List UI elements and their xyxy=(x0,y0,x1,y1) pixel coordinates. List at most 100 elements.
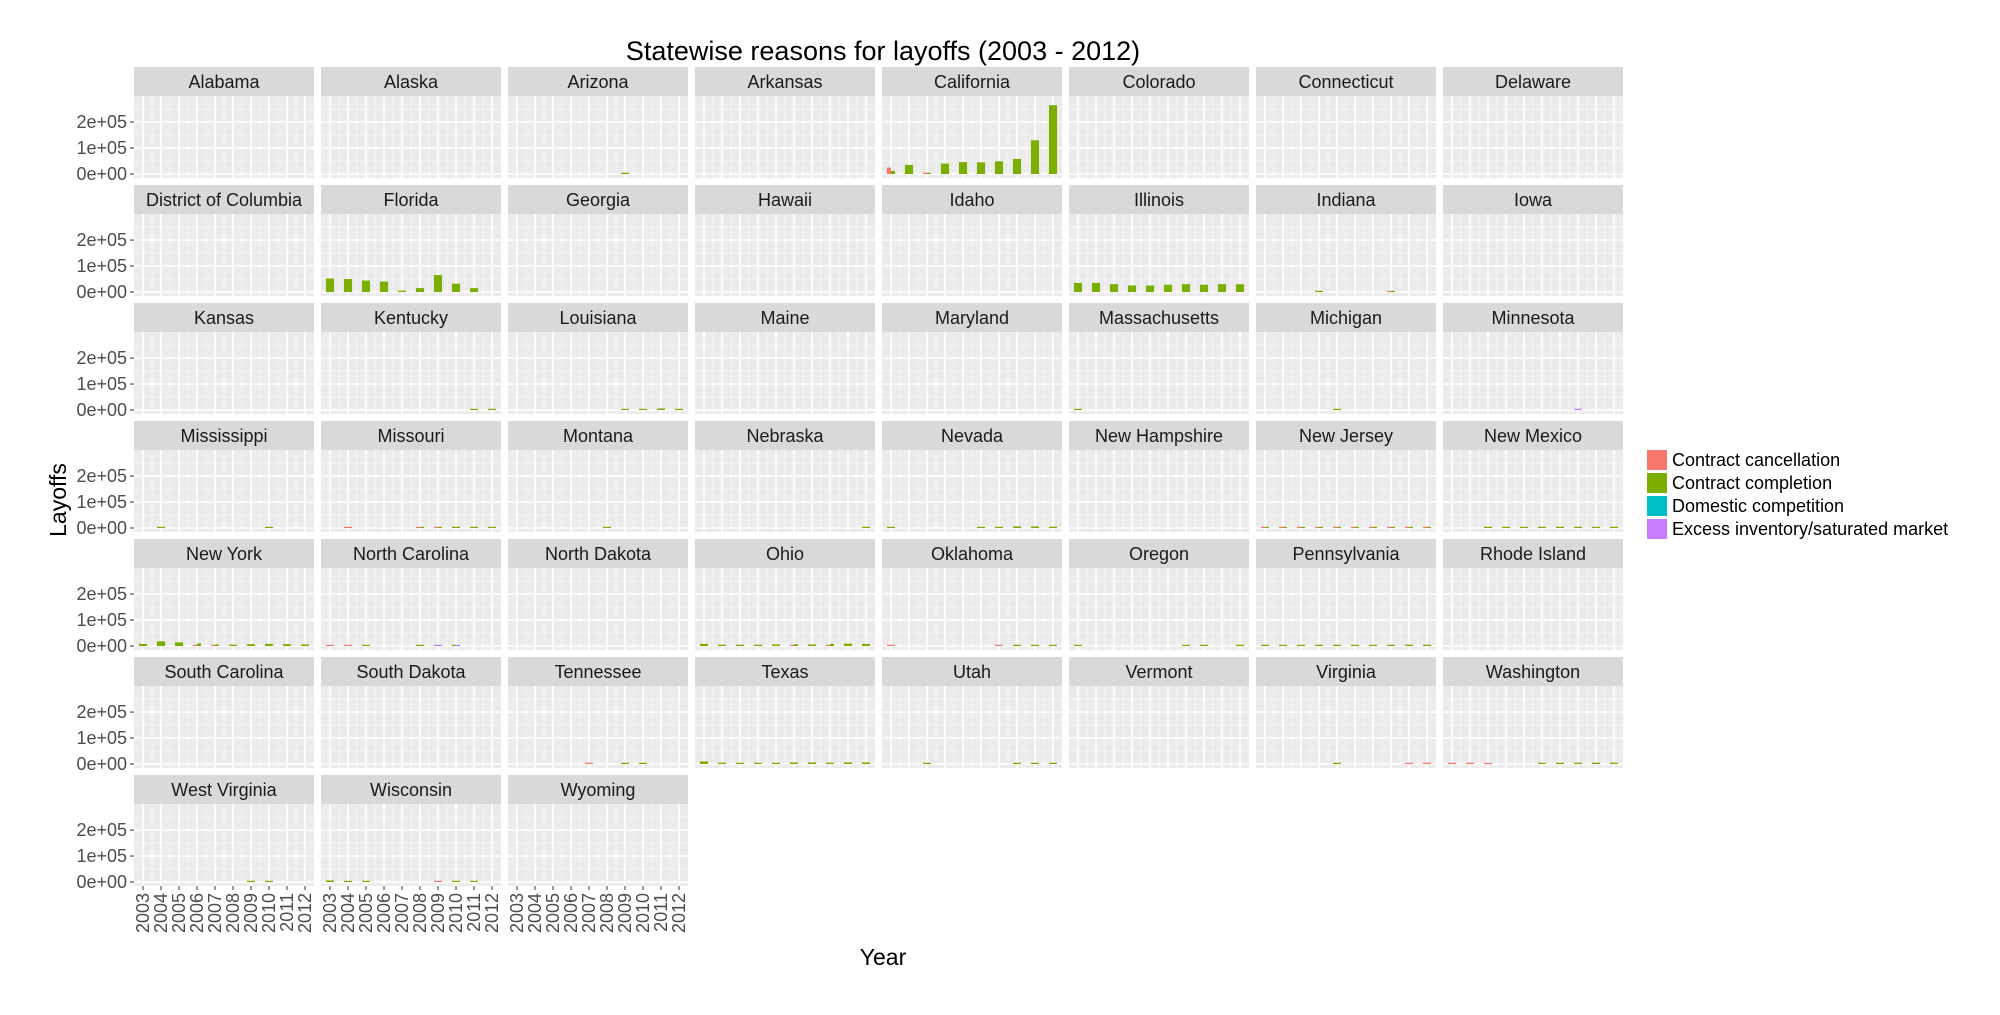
bar-oklahoma-contract-cancellation-2003 xyxy=(886,644,896,646)
panel-arizona: Arizona xyxy=(508,67,688,178)
x-tick-label: 2012 xyxy=(669,893,689,933)
chart-title: Statewise reasons for layoffs (2003 - 20… xyxy=(626,36,1140,66)
bar-new-york-contract-completion-2003 xyxy=(138,643,148,646)
y-tick-label: 2e+05 xyxy=(76,112,127,132)
panel-strip-label: Pennsylvania xyxy=(1292,544,1400,564)
legend-key-excess-inventory-saturated-market xyxy=(1647,519,1667,539)
bar-california-contract-completion-2007 xyxy=(958,162,968,174)
panel-strip xyxy=(321,657,501,686)
bar-wisconsin-contract-completion-2004 xyxy=(343,880,353,882)
y-tick-label: 0e+00 xyxy=(76,872,127,892)
panel-strip-label: New York xyxy=(186,544,263,564)
bar-new-mexico-contract-completion-2009 xyxy=(1555,526,1565,528)
bar-texas-contract-completion-2007 xyxy=(771,762,781,764)
bar-new-jersey-contract-cancellation-2004 xyxy=(1278,526,1283,528)
bar-texas-contract-completion-2004 xyxy=(717,762,727,764)
bar-washington-contract-completion-2012 xyxy=(1609,762,1619,764)
panel-strip-label: Ohio xyxy=(766,544,804,564)
bar-new-york-contract-completion-2004 xyxy=(156,641,166,646)
panel-strip xyxy=(695,303,875,332)
panel-strip-label: Florida xyxy=(383,190,439,210)
bar-kentucky-contract-completion-2012 xyxy=(487,408,497,410)
bar-indiana-contract-cancellation-2010 xyxy=(1386,290,1391,292)
panel-strip xyxy=(882,67,1062,96)
panel-strip-label: New Mexico xyxy=(1484,426,1582,446)
y-tick-label: 1e+05 xyxy=(76,256,127,276)
bar-wisconsin-contract-completion-2003 xyxy=(325,880,335,882)
x-tick-label: 2004 xyxy=(338,893,358,933)
bar-new-york-contract-cancellation-2006 xyxy=(192,644,197,646)
panel-strip-label: Utah xyxy=(953,662,991,682)
panel-strip xyxy=(134,539,314,568)
panel-maryland: Maryland xyxy=(882,303,1062,414)
bar-north-carolina-contract-completion-2008 xyxy=(415,644,425,646)
panel-district-of-columbia: District of Columbia 0e+00 1e+05 2e+05 xyxy=(76,185,314,302)
bar-new-mexico-contract-completion-2007 xyxy=(1519,526,1529,528)
x-tick-label: 2012 xyxy=(295,893,315,933)
panel-oklahoma: Oklahoma xyxy=(882,539,1062,650)
panel-strip-label: Minnesota xyxy=(1491,308,1575,328)
bar-montana-contract-completion-2008 xyxy=(602,526,612,528)
bar-ohio-contract-cancellation-2010 xyxy=(825,644,830,646)
bar-illinois-contract-completion-2005 xyxy=(1109,284,1119,292)
panel-strip-label: Alabama xyxy=(188,72,260,92)
bar-missouri-contract-cancellation-2008 xyxy=(415,526,420,528)
bar-oklahoma-contract-cancellation-2009 xyxy=(994,644,1004,646)
bar-utah-contract-completion-2010 xyxy=(1012,762,1022,764)
panel-new-mexico: New Mexico xyxy=(1443,421,1623,532)
panel-strip-label: Louisiana xyxy=(559,308,637,328)
panel-strip-label: Texas xyxy=(761,662,808,682)
panel-strip-label: Georgia xyxy=(566,190,631,210)
bar-wisconsin-contract-cancellation-2009 xyxy=(433,880,443,882)
bar-washington-contract-cancellation-2003 xyxy=(1447,762,1457,764)
legend-label: Contract cancellation xyxy=(1672,450,1840,470)
x-axis-ticks: 2003200420052006200720082009201020112012… xyxy=(133,886,689,933)
panel-strip xyxy=(1443,67,1623,96)
bar-louisiana-contract-completion-2011 xyxy=(656,408,666,410)
x-tick-label: 2004 xyxy=(525,893,545,933)
panel-wyoming: Wyoming xyxy=(508,775,688,886)
panel-texas: Texas xyxy=(695,657,875,768)
panel-strip xyxy=(1443,421,1623,450)
panel-strip xyxy=(1256,303,1436,332)
bar-texas-contract-completion-2005 xyxy=(735,762,745,764)
y-axis-title: Layoffs xyxy=(45,463,71,537)
panel-strip-label: Iowa xyxy=(1514,190,1553,210)
bar-pennsylvania-contract-completion-2008 xyxy=(1350,644,1360,646)
panel-oregon: Oregon xyxy=(1069,539,1249,650)
x-tick-label: 2007 xyxy=(579,893,599,933)
x-tick-label: 2004 xyxy=(151,893,171,933)
bar-new-jersey-contract-cancellation-2003 xyxy=(1260,526,1265,528)
bar-oregon-contract-completion-2009 xyxy=(1181,644,1191,646)
x-tick-label: 2003 xyxy=(133,893,153,933)
panel-strip-label: Kentucky xyxy=(374,308,448,328)
bar-louisiana-contract-completion-2010 xyxy=(638,408,648,410)
bar-new-jersey-contract-cancellation-2009 xyxy=(1368,526,1373,528)
bar-washington-contract-completion-2010 xyxy=(1573,762,1583,764)
bar-north-carolina-contract-completion-2010 xyxy=(451,644,456,646)
y-tick-label: 2e+05 xyxy=(76,466,127,486)
bar-north-carolina-contract-cancellation-2004 xyxy=(343,644,353,646)
bar-nevada-contract-completion-2012 xyxy=(1048,526,1058,528)
bar-arizona-contract-completion-2009 xyxy=(620,172,630,174)
bar-new-york-contract-completion-2005 xyxy=(174,642,184,646)
bar-california-contract-completion-2004 xyxy=(904,164,914,174)
panel-strip-label: Idaho xyxy=(949,190,994,210)
panel-colorado: Colorado xyxy=(1069,67,1249,178)
x-tick-label: 2008 xyxy=(223,893,243,933)
bar-missouri-contract-completion-2009 xyxy=(438,526,443,528)
bar-louisiana-contract-completion-2009 xyxy=(620,408,630,410)
y-tick-label: 0e+00 xyxy=(76,282,127,302)
panel-michigan: Michigan xyxy=(1256,303,1436,414)
bar-pennsylvania-contract-completion-2010 xyxy=(1386,644,1396,646)
bar-new-mexico-contract-completion-2011 xyxy=(1591,526,1601,528)
panel-new-jersey: New Jersey xyxy=(1256,421,1436,532)
bar-new-jersey-contract-completion-2012 xyxy=(1427,526,1432,528)
bar-new-jersey-contract-cancellation-2007 xyxy=(1332,526,1337,528)
panel-alabama: Alabama 0e+00 1e+05 2e+05 xyxy=(76,67,314,184)
panel-strip xyxy=(882,657,1062,686)
bar-florida-contract-completion-2005 xyxy=(361,280,371,292)
panel-strip-label: West Virginia xyxy=(171,780,277,800)
panel-strip xyxy=(882,539,1062,568)
y-tick-label: 0e+00 xyxy=(76,518,127,538)
